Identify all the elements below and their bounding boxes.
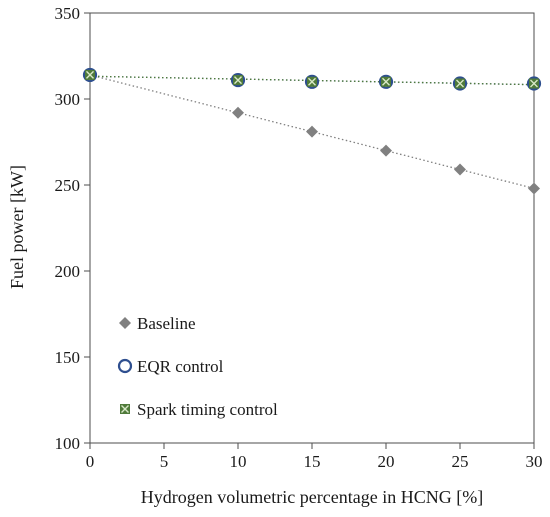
baseline-point bbox=[380, 144, 392, 157]
legend-eqr-control-marker bbox=[117, 358, 133, 374]
spark-timing-control-point-cross bbox=[456, 79, 464, 88]
spark-timing-control-point-cross bbox=[530, 79, 538, 88]
x-tick-label: 10 bbox=[230, 452, 247, 471]
x-tick-label: 0 bbox=[86, 452, 95, 471]
y-axis-ticks: 100 150 200 250 300 350 bbox=[55, 4, 90, 453]
y-tick-label: 150 bbox=[55, 348, 81, 367]
x-tick-label: 25 bbox=[452, 452, 469, 471]
x-axis-ticks: 0 5 10 15 20 25 30 bbox=[86, 443, 543, 471]
y-axis-title: Fuel power [kW] bbox=[7, 165, 27, 289]
x-tick-label: 15 bbox=[304, 452, 321, 471]
x-axis-title: Hydrogen volumetric percentage in HCNG [… bbox=[141, 487, 483, 507]
baseline-point bbox=[528, 182, 540, 195]
x-tick-label: 5 bbox=[160, 452, 169, 471]
legend-spark-timing-control-label: Spark timing control bbox=[137, 400, 278, 419]
data-points bbox=[82, 67, 542, 195]
spark-timing-control-point-cross bbox=[234, 76, 242, 85]
spark-timing-control-point bbox=[381, 76, 391, 87]
y-tick-label: 350 bbox=[55, 4, 81, 23]
y-tick-label: 100 bbox=[55, 434, 81, 453]
x-tick-label: 30 bbox=[526, 452, 543, 471]
legend-spark-timing-control-marker bbox=[120, 404, 130, 414]
spark-timing-control-point bbox=[307, 76, 317, 87]
x-tick-label: 20 bbox=[378, 452, 395, 471]
spark-timing-control-point bbox=[233, 75, 243, 86]
spark-timing-control-point bbox=[85, 69, 95, 80]
spark-timing-control-point-cross bbox=[86, 70, 94, 79]
legend-baseline-marker bbox=[119, 317, 131, 329]
legend: Baseline EQR control Spark timing control bbox=[117, 314, 278, 419]
y-tick-label: 300 bbox=[55, 90, 81, 109]
spark-timing-control-point-cross bbox=[308, 77, 316, 86]
y-tick-label: 250 bbox=[55, 176, 81, 195]
baseline-point bbox=[454, 163, 466, 176]
legend-baseline-label: Baseline bbox=[137, 314, 196, 333]
baseline-point bbox=[306, 125, 318, 138]
legend-spark-timing-control-marker-cross bbox=[121, 405, 129, 413]
spark-timing-control-point bbox=[529, 78, 539, 89]
spark-timing-control-point-cross bbox=[382, 77, 390, 86]
y-tick-label: 200 bbox=[55, 262, 81, 281]
legend-eqr-control-label: EQR control bbox=[137, 357, 224, 376]
baseline-point bbox=[232, 106, 244, 119]
spark-timing-control-point bbox=[455, 78, 465, 89]
